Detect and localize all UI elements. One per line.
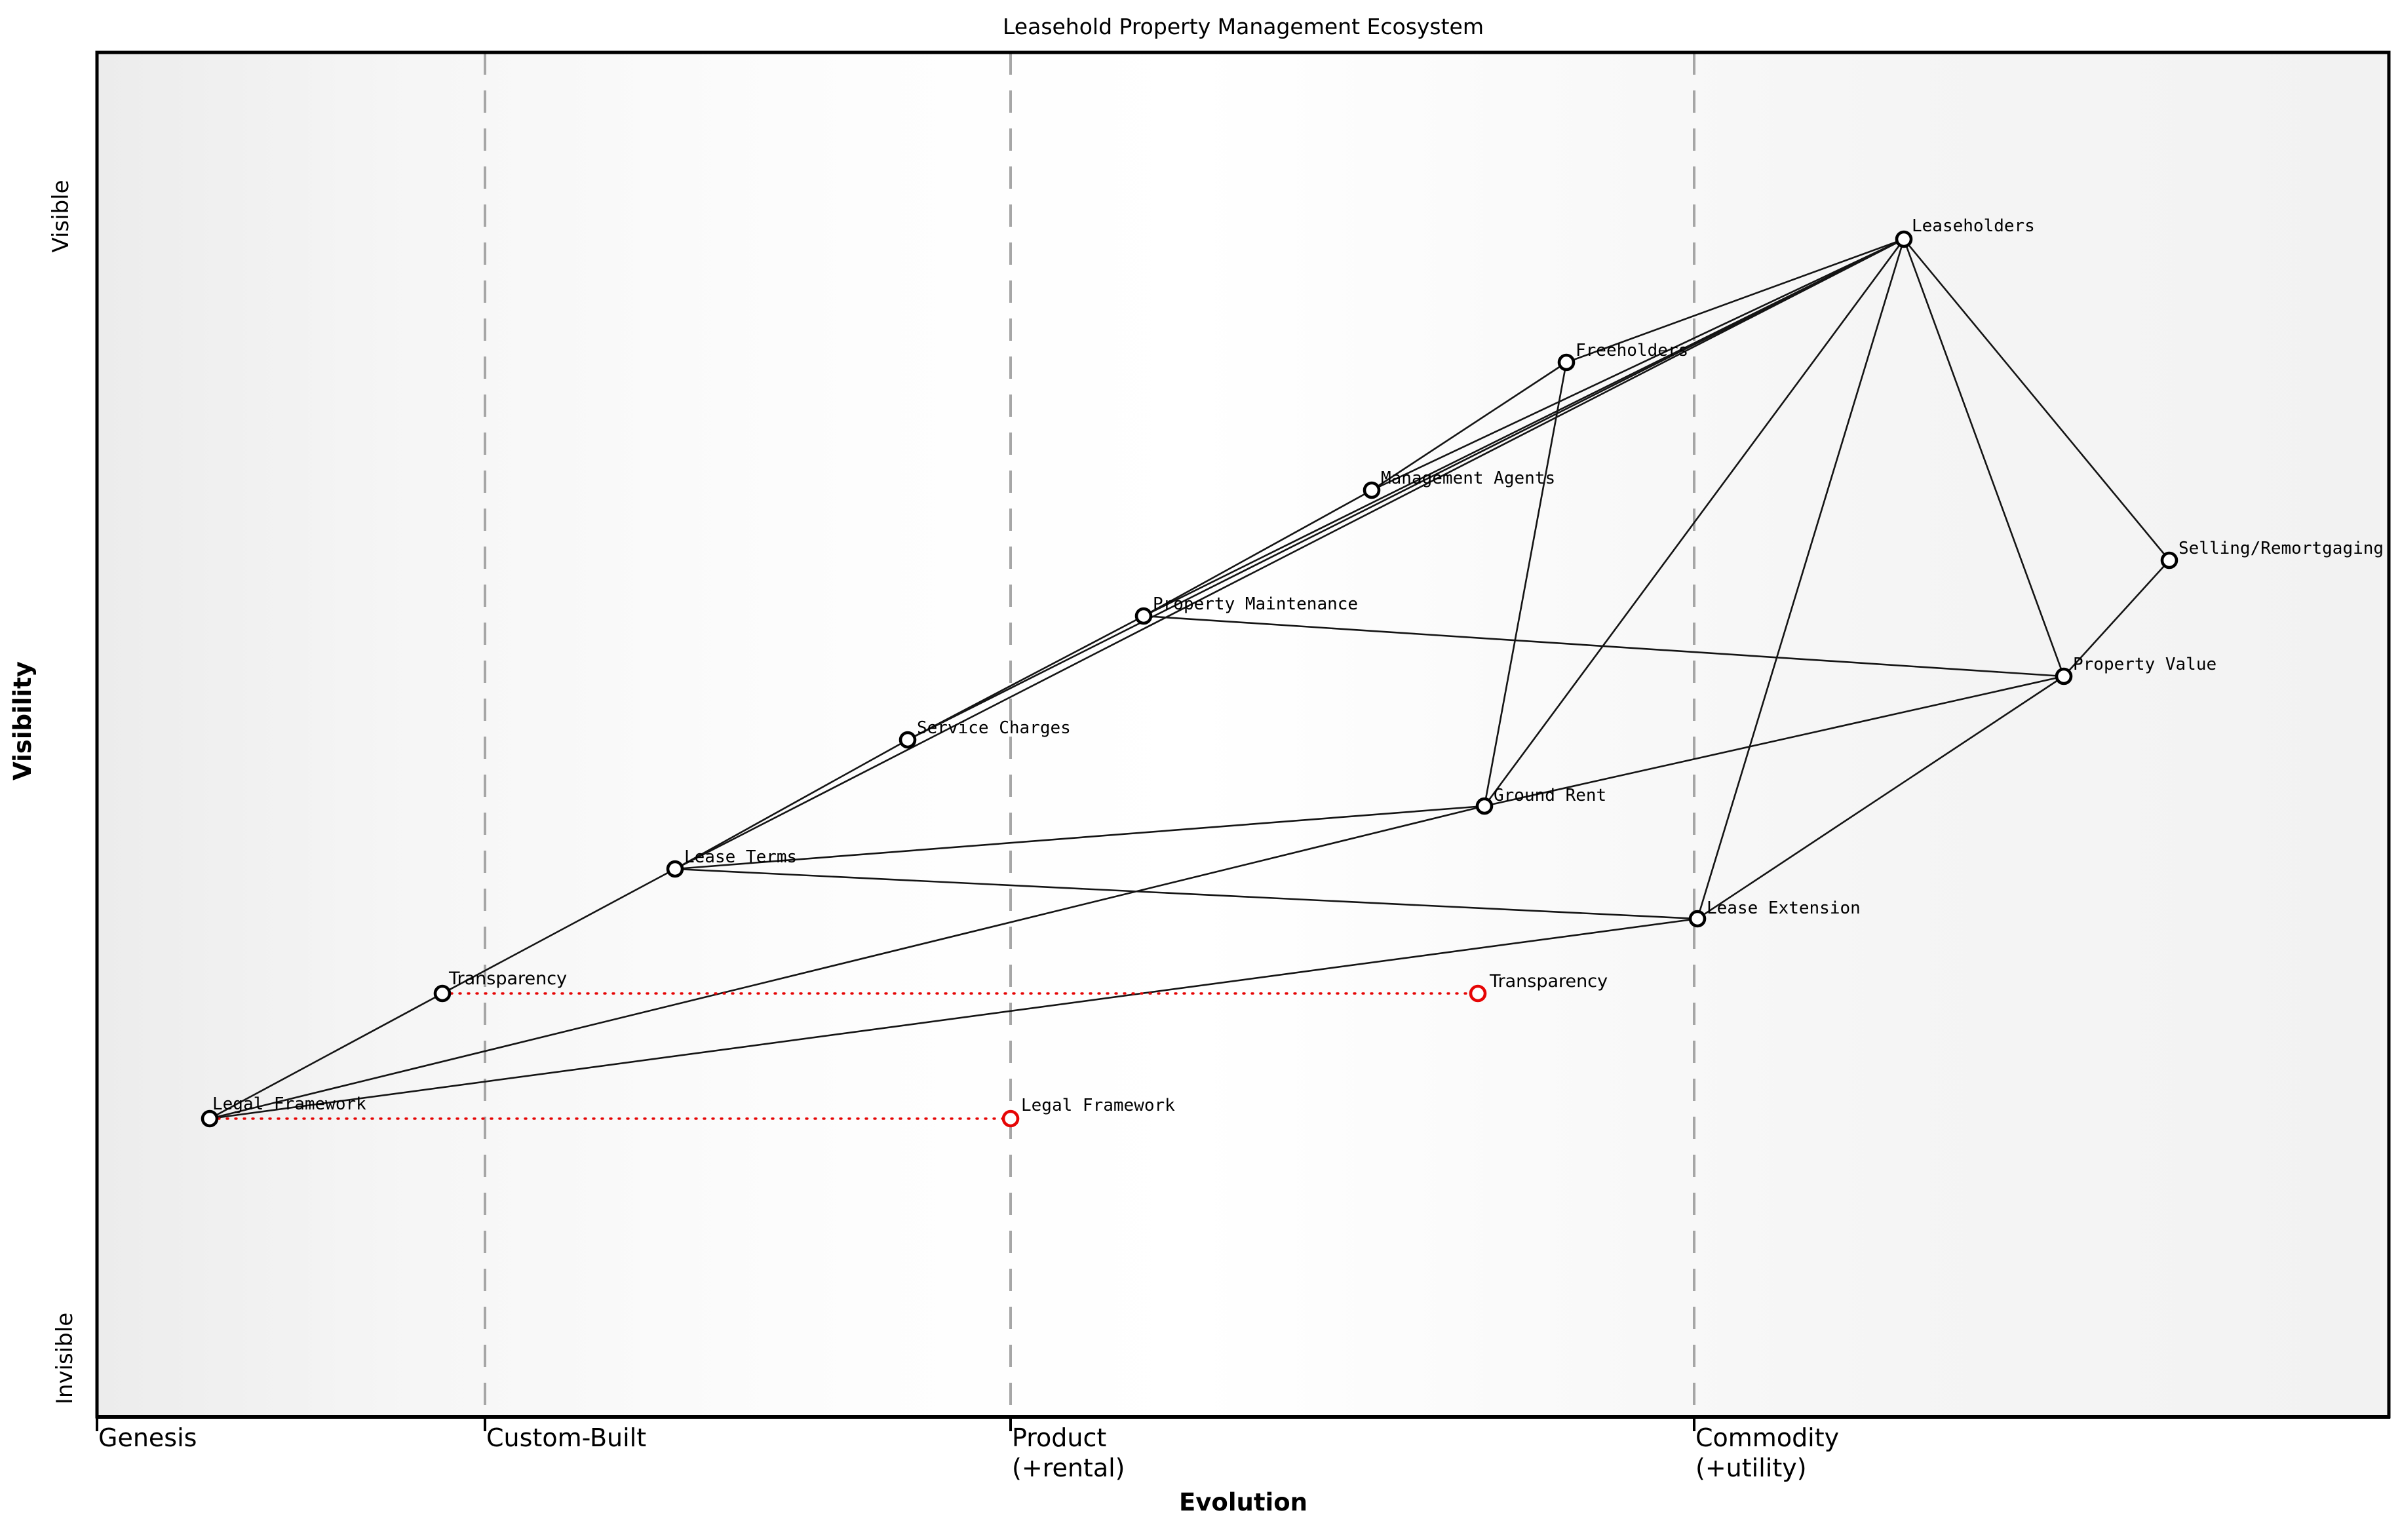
node-selling_remortgaging — [2160, 551, 2178, 569]
chart-title: Leasehold Property Management Ecosystem — [1003, 14, 1484, 39]
node-label-leaseholders: Leaseholders — [1912, 216, 2035, 236]
edge-leaseholders--lease_terms — [674, 238, 1905, 870]
stage-label-2: Product — [1012, 1423, 1106, 1452]
ghost-node-legal_framework_ghost — [1001, 1109, 1020, 1128]
node-label-management_agents: Management Agents — [1381, 469, 1555, 488]
edge-leaseholders--property_value — [1903, 239, 2065, 677]
edge-lease_extension--lease_terms — [674, 868, 1698, 920]
stage-sublabel-3: (+utility) — [1695, 1453, 1807, 1482]
edge-freeholders--ground_rent — [1483, 362, 1568, 807]
node-lease_terms — [666, 860, 684, 878]
edge-leaseholders--selling_remortgaging — [1903, 239, 2171, 561]
ghost-node-label-legal_framework_ghost: Legal Framework — [1021, 1096, 1175, 1115]
node-leaseholders — [1895, 230, 1913, 248]
edge-lease_extension--property_value — [1697, 675, 2064, 920]
edge-leaseholders--lease_extension — [1696, 239, 1905, 919]
edge-property_maintenance--service_charges — [907, 615, 1144, 741]
node-lease_extension — [1688, 910, 1707, 928]
x-axis-title: Evolution — [1179, 1488, 1307, 1516]
node-label-lease_terms: Lease Terms — [684, 847, 797, 867]
y-axis-title: Visibility — [9, 661, 37, 780]
edge-lease_terms--transparency — [442, 868, 676, 995]
stage-label-3: Commodity — [1695, 1423, 1839, 1452]
node-property_value — [2055, 667, 2073, 685]
plot-area-background — [97, 52, 2389, 1417]
node-label-lease_extension: Lease Extension — [1707, 898, 1861, 918]
edges-layer — [208, 238, 2171, 1120]
edge-ground_rent--legal_framework — [209, 805, 1485, 1120]
nodes-layer: Legal Framework Transparency Lease Terms Se… — [201, 216, 2384, 1128]
node-legal_framework — [201, 1109, 219, 1128]
node-ground_rent — [1475, 797, 1494, 815]
node-label-freeholders: Freeholders — [1576, 341, 1688, 360]
stage-sublabel-2: (+rental) — [1012, 1453, 1125, 1482]
edge-leaseholders--freeholders — [1566, 238, 1905, 364]
edge-freeholders--management_agents — [1371, 361, 1567, 491]
ghost-node-label-transparency_ghost: Transparency — [1489, 971, 1608, 991]
edge-management_agents--property_maintenance — [1143, 489, 1372, 617]
y-axis-visible-label: Visible — [48, 180, 74, 252]
node-service_charges — [899, 731, 917, 749]
node-management_agents — [1363, 481, 1381, 499]
ghost-node-transparency_ghost — [1469, 984, 1487, 1003]
node-label-selling_remortgaging: Selling/Remortgaging — [2178, 539, 2384, 558]
edge-leaseholders--management_agents — [1371, 238, 1905, 491]
y-axis-invisible-label: Invisible — [52, 1313, 78, 1404]
stage-label-1: Custom-Built — [486, 1423, 646, 1452]
node-transparency — [433, 984, 452, 1003]
edge-property_maintenance--property_value — [1143, 615, 2064, 678]
edge-ground_rent--lease_terms — [674, 805, 1485, 870]
edge-ground_rent--property_value — [1484, 675, 2064, 807]
stage-boundaries-layer: Genesis Custom-Built Product(+rental) Commo… — [96, 52, 1839, 1482]
node-label-transparency: Transparency — [448, 969, 567, 989]
stage-label-0: Genesis — [98, 1423, 197, 1452]
edge-transparency--legal_framework — [209, 992, 443, 1120]
edge-property_value--selling_remortgaging — [2063, 560, 2170, 677]
edge-leaseholders--ground_rent — [1483, 239, 1905, 807]
node-label-property_value: Property Value — [2073, 655, 2216, 674]
node-label-property_maintenance: Property Maintenance — [1153, 594, 1358, 614]
node-label-legal_framework: Legal Framework — [212, 1094, 366, 1114]
node-label-service_charges: Service Charges — [917, 718, 1071, 738]
node-label-ground_rent: Ground Rent — [1494, 786, 1606, 805]
edge-leaseholders--service_charges — [907, 238, 1905, 741]
node-freeholders — [1557, 353, 1576, 372]
edge-lease_extension--legal_framework — [209, 917, 1698, 1120]
node-property_maintenance — [1134, 607, 1153, 625]
edge-service_charges--lease_terms — [674, 739, 908, 870]
